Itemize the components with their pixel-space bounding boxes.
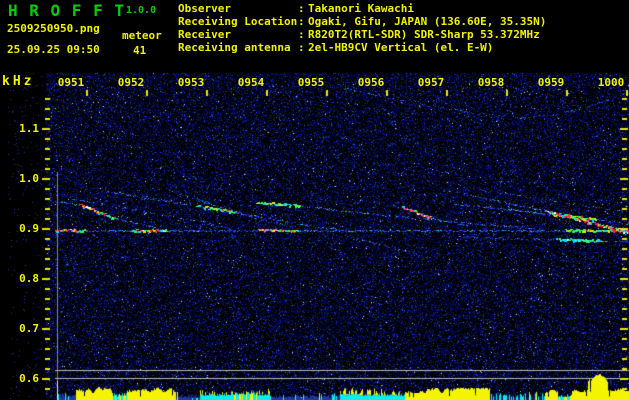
- station-info-row: Observer: Takanori Kawachi: [178, 3, 546, 16]
- freq-tick-label: 1.1: [19, 122, 39, 135]
- freq-tick-label: 0.7: [19, 322, 39, 335]
- time-tick-label: 1000: [597, 76, 625, 89]
- info-label: Receiver: [178, 28, 231, 41]
- time-tick-label: 0959: [537, 76, 565, 89]
- info-value: Takanori Kawachi: [308, 2, 414, 15]
- time-tick-label: 0957: [417, 76, 445, 89]
- freq-tick-label: 0.6: [19, 372, 39, 385]
- time-tick-label: 0958: [477, 76, 505, 89]
- time-tick-label: 0954: [237, 76, 265, 89]
- freq-tick-label: 1.0: [19, 172, 39, 185]
- station-info-row: Receiving antenna:2el-HB9CV Vertical (el…: [178, 42, 546, 55]
- time-tick-label: 0956: [357, 76, 385, 89]
- time-tick-label: 0952: [117, 76, 145, 89]
- info-colon: :: [298, 15, 305, 28]
- time-tick-label: 0955: [297, 76, 325, 89]
- time-tick-label: 0953: [177, 76, 205, 89]
- info-label: Receiving Location: [178, 15, 298, 28]
- time-tick-label: 0951: [57, 76, 85, 89]
- station-info-row: Receiving Location: Ogaki, Gifu, JAPAN (1…: [178, 16, 546, 29]
- station-info: Observer: Takanori Kawachi Receiving Locat…: [178, 3, 546, 55]
- freq-axis-unit: kHz: [2, 74, 35, 89]
- station-info-row: Receiver: R820T2(RTL-SDR) SDR-Sharp 53.37…: [178, 29, 546, 42]
- info-label: Observer: [178, 2, 231, 15]
- app-title: H R O F F T: [8, 1, 125, 20]
- info-value: R820T2(RTL-SDR) SDR-Sharp 53.372MHz: [308, 28, 540, 41]
- info-value: 2el-HB9CV Vertical (el. E-W): [308, 41, 494, 54]
- info-label: Receiving antenna: [178, 41, 291, 54]
- info-value: Ogaki, Gifu, JAPAN (136.60E, 35.35N): [308, 15, 547, 28]
- datetime: 25.09.25 09:50: [7, 43, 100, 56]
- freq-tick-label: 0.9: [19, 222, 39, 235]
- info-colon: :: [298, 2, 305, 15]
- info-colon: :: [298, 41, 305, 54]
- mode-label: meteor: [122, 29, 162, 42]
- app-version: 1.0.0: [126, 5, 157, 16]
- echo-count: 41: [133, 44, 147, 57]
- freq-tick-label: 0.8: [19, 272, 39, 285]
- filename: 2509250950.png: [7, 22, 100, 35]
- info-colon: :: [298, 28, 305, 41]
